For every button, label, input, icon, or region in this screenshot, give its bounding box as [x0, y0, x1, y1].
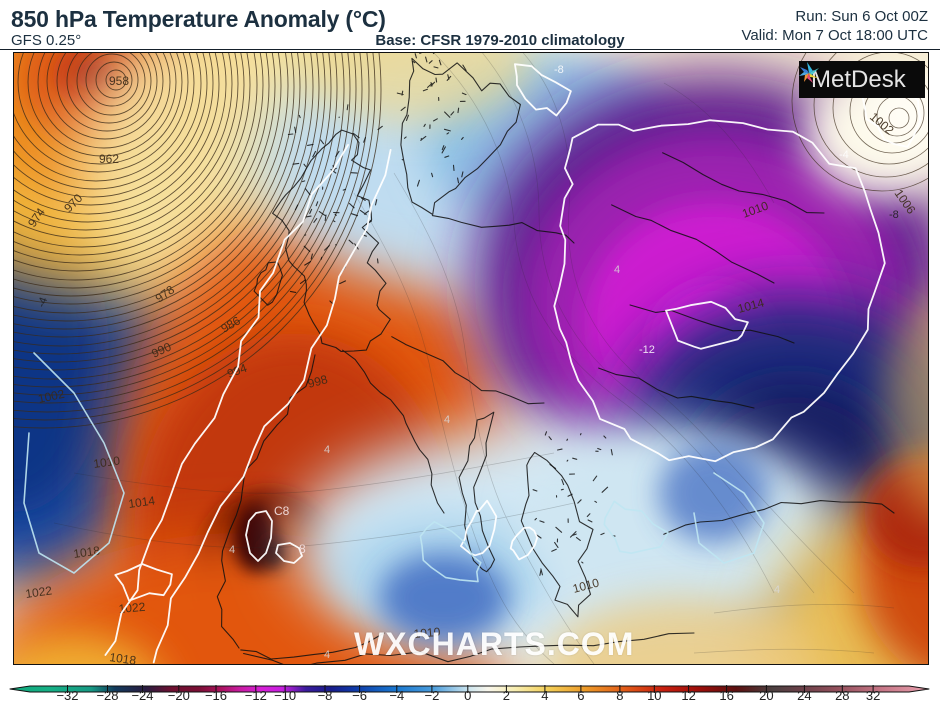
svg-text:962: 962 [99, 152, 119, 166]
svg-text:C8: C8 [274, 504, 290, 518]
svg-text:4: 4 [614, 264, 620, 276]
svg-text:4: 4 [444, 414, 450, 426]
svg-text:-8: -8 [554, 64, 564, 76]
svg-text:4: 4 [324, 649, 330, 661]
svg-text:-4: -4 [839, 149, 849, 161]
svg-text:4: 4 [229, 544, 235, 556]
svg-text:958: 958 [109, 74, 129, 88]
svg-text:-12: -12 [639, 344, 655, 356]
svg-text:4: 4 [324, 444, 330, 456]
svg-text:1022: 1022 [118, 600, 146, 616]
svg-text:8: 8 [299, 542, 306, 556]
svg-text:-8: -8 [889, 209, 899, 221]
svg-text:4: 4 [774, 584, 780, 596]
